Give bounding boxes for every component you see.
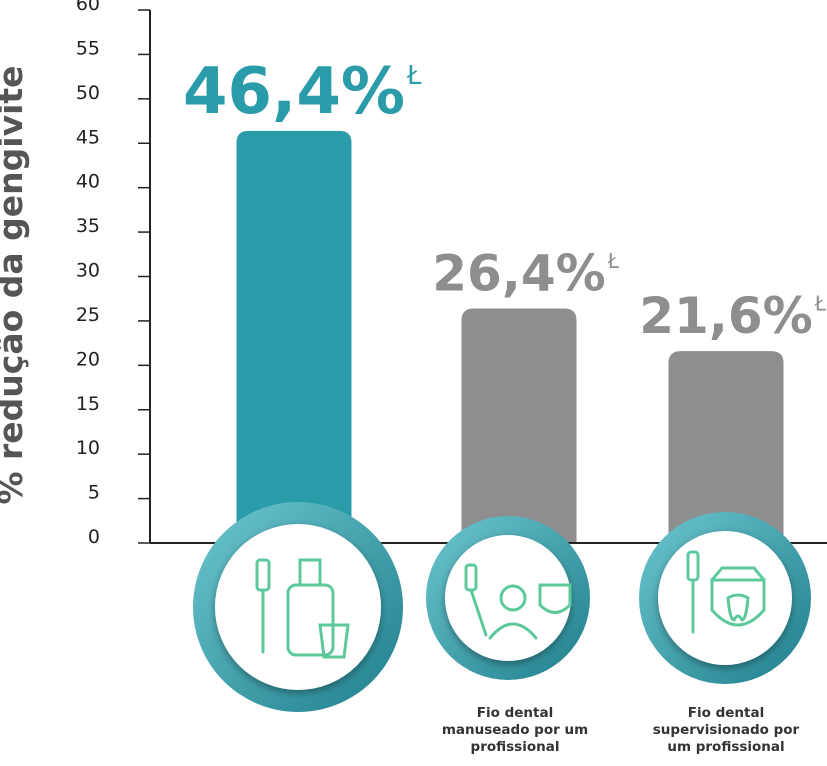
x-tick-label: Fio dental supervisionado por um profiss… <box>652 705 800 755</box>
value-label-mark: Ł <box>406 61 422 91</box>
y-tick-label: 0 <box>88 526 100 548</box>
y-tick-label: 10 <box>76 437 100 459</box>
bar <box>236 130 352 543</box>
y-tick-label: 25 <box>76 304 100 326</box>
y-tick-label: 15 <box>76 393 100 415</box>
y-tick-label: 50 <box>76 82 100 104</box>
y-tick-label: 45 <box>76 126 100 148</box>
value-label: 21,6% <box>639 287 812 345</box>
y-tick-label: 5 <box>88 482 100 504</box>
bar <box>668 351 784 543</box>
value-label-mark: Ł <box>607 249 620 273</box>
value-label: 26,4% <box>432 244 605 302</box>
y-tick-label: 40 <box>76 171 100 193</box>
y-axis-label: % redução da gengivite <box>0 65 30 504</box>
icon-badge <box>426 516 590 680</box>
icon-badge <box>193 502 403 712</box>
value-label: 46,4% <box>183 55 405 129</box>
y-tick-label: 35 <box>76 215 100 237</box>
y-tick-label: 20 <box>76 348 100 370</box>
y-tick-label: 60 <box>76 0 100 15</box>
icon-badge <box>639 512 811 684</box>
y-tick-label: 55 <box>76 37 100 59</box>
x-tick-label: Fio dental manuseado por um profissional <box>441 705 589 755</box>
bar <box>461 308 577 543</box>
y-tick-label: 30 <box>76 260 100 282</box>
value-label-mark: Ł <box>814 292 827 316</box>
